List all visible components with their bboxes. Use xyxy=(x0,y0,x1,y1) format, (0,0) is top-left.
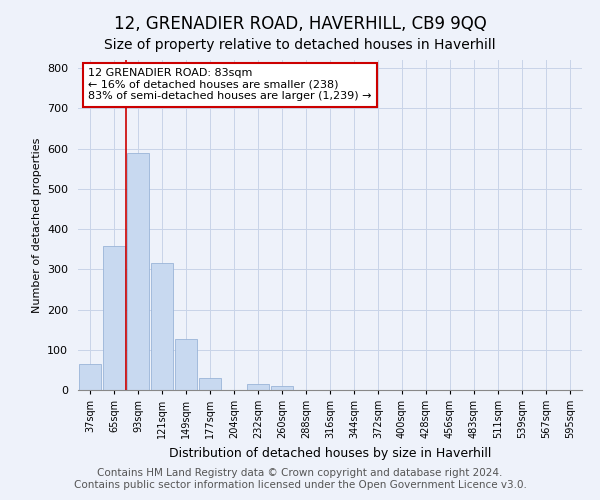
Text: 12 GRENADIER ROAD: 83sqm
← 16% of detached houses are smaller (238)
83% of semi-: 12 GRENADIER ROAD: 83sqm ← 16% of detach… xyxy=(88,68,371,102)
Text: 12, GRENADIER ROAD, HAVERHILL, CB9 9QQ: 12, GRENADIER ROAD, HAVERHILL, CB9 9QQ xyxy=(113,15,487,33)
Bar xyxy=(79,364,101,390)
Bar xyxy=(103,246,125,390)
Y-axis label: Number of detached properties: Number of detached properties xyxy=(32,138,41,312)
Bar xyxy=(271,386,293,390)
Text: Contains HM Land Registry data © Crown copyright and database right 2024.
Contai: Contains HM Land Registry data © Crown c… xyxy=(74,468,526,490)
Text: Size of property relative to detached houses in Haverhill: Size of property relative to detached ho… xyxy=(104,38,496,52)
Bar xyxy=(247,384,269,390)
Bar xyxy=(151,263,173,390)
X-axis label: Distribution of detached houses by size in Haverhill: Distribution of detached houses by size … xyxy=(169,446,491,460)
Bar xyxy=(175,339,197,390)
Bar xyxy=(127,152,149,390)
Bar xyxy=(199,378,221,390)
